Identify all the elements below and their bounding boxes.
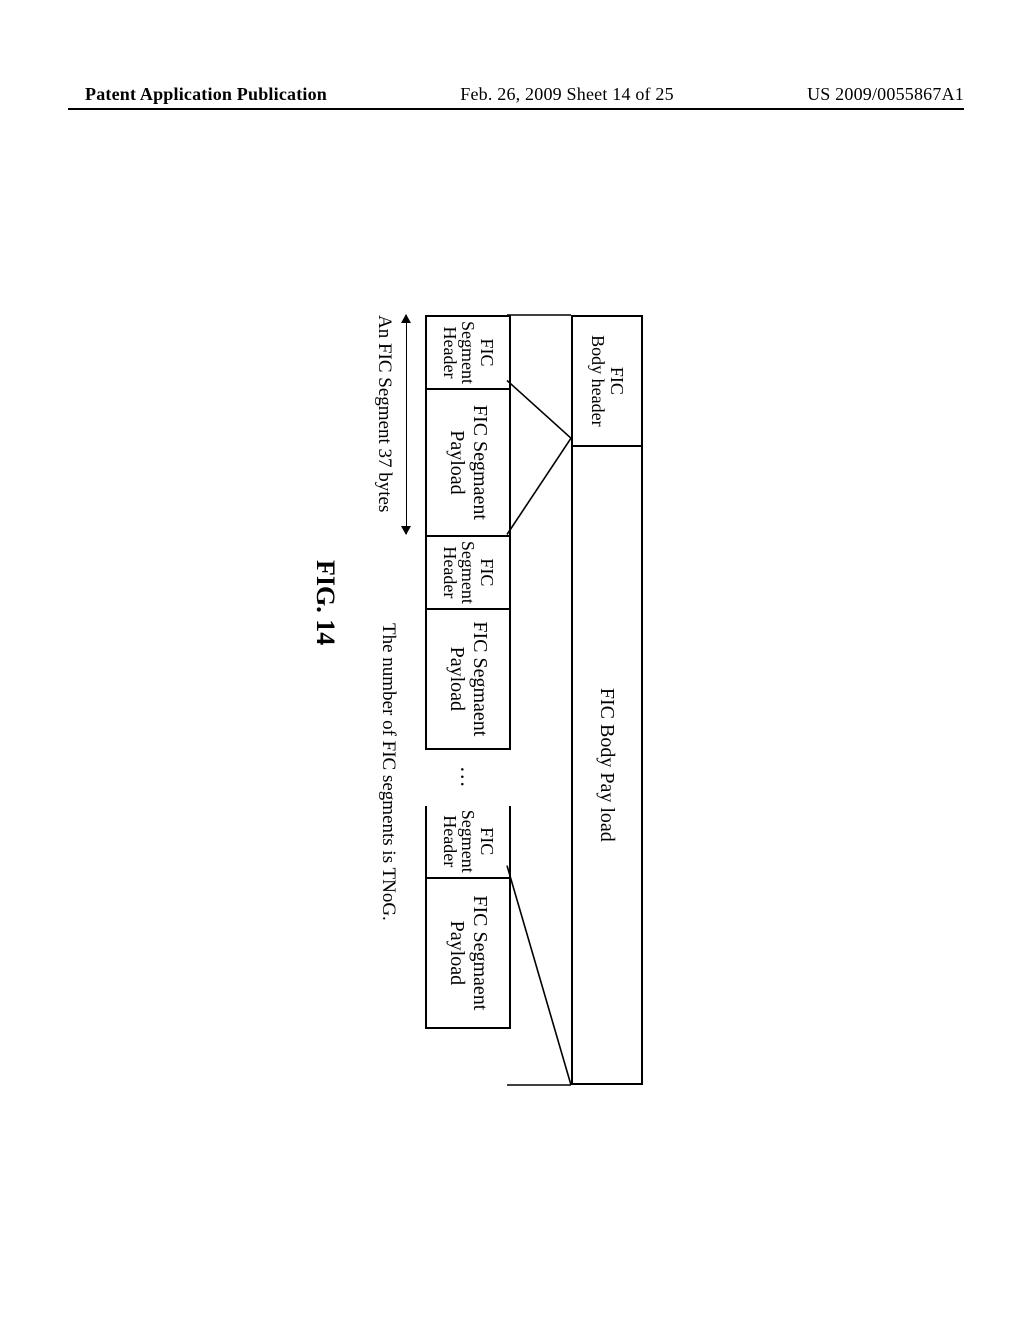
ellipsis-cell: … [425,750,511,806]
fic-body-diagram: FICBody header FIC Body Pay load FICSegm [357,315,643,1085]
fic-segment-header-cell: FICSegmentHeader [425,315,511,390]
fic-segment-payload-cell: FIC Segmaent Payload [425,879,511,1029]
fic-segment-payload-cell: FIC Segmaent Payload [425,610,511,750]
fic-segment-header-cell: FICSegmentHeader [425,537,511,610]
cell-label: FICSegmentHeader [440,321,497,384]
cell-label: FICSegmentHeader [440,810,497,873]
fic-segment-header-cell: FICSegmentHeader [425,806,511,879]
fic-body-header-cell: FICBody header [571,315,643,447]
segment-width-label: An FIC Segment 37 bytes [373,315,395,512]
header-rule [68,108,964,110]
figure-label: FIG. 14 [310,560,340,645]
cell-label: FIC Segmaent Payload [445,883,491,1023]
fic-body-row: FICBody header FIC Body Pay load [571,315,643,1085]
segment-width-arrow [406,315,407,534]
cell-label: FIC Body Pay load [596,688,619,842]
cell-label: FICSegmentHeader [440,541,497,604]
cell-label: FIC Segmaent Payload [445,614,491,744]
fic-segments-row: FICSegmentHeader FIC Segmaent Payload FI… [425,315,511,1085]
header-right: US 2009/0055867A1 [807,84,964,105]
page: Patent Application Publication Feb. 26, … [0,0,1024,1320]
page-header: Patent Application Publication Feb. 26, … [85,84,964,105]
fic-body-payload-cell: FIC Body Pay load [571,447,643,1085]
connector-lines [507,315,571,1085]
cell-label: … [455,766,481,790]
fic-segment-payload-cell: FIC Segmaent Payload [425,390,511,537]
header-center: Feb. 26, 2009 Sheet 14 of 25 [460,84,674,105]
annotations: An FIC Segment 37 bytes The number of FI… [357,315,417,1085]
cell-label: FIC Segmaent Payload [445,394,491,531]
segments-count-label: The number of FIC segments is TNoG. [377,623,399,921]
header-left: Patent Application Publication [85,84,327,105]
cell-label: FICBody header [588,335,626,426]
